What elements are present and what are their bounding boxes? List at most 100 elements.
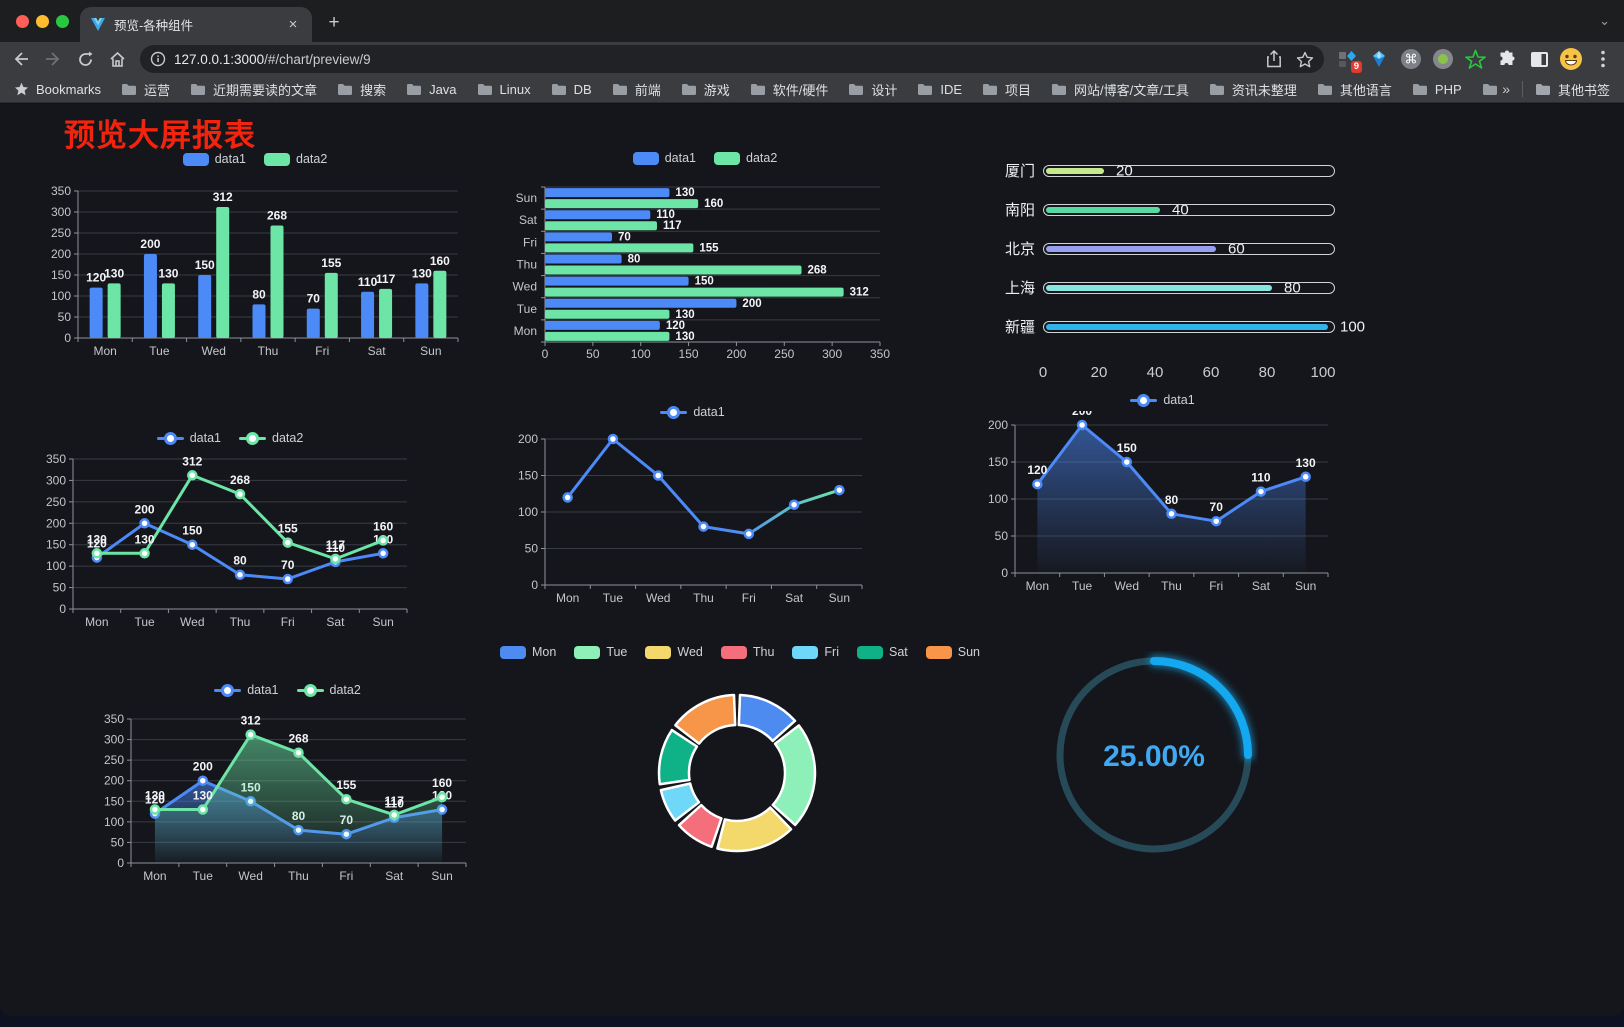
browser-toolbar: 127.0.0.1:3000/#/chart/preview/9 9 ⌘ bbox=[0, 42, 1624, 76]
extension-gem-icon[interactable] bbox=[1364, 45, 1394, 73]
legend-swatch bbox=[645, 645, 672, 659]
bookmark-folder[interactable]: Linux bbox=[477, 82, 531, 97]
legend-item-data2[interactable]: data2 bbox=[264, 152, 327, 166]
legend-swatch bbox=[499, 645, 526, 659]
bookmark-folder[interactable]: 近期需要读的文章 bbox=[190, 80, 317, 99]
svg-text:130: 130 bbox=[675, 187, 694, 199]
bookmark-folder[interactable]: 前端 bbox=[612, 80, 661, 99]
legend-label: Sun bbox=[957, 645, 981, 659]
legend-item-data1[interactable]: data1 bbox=[660, 405, 725, 419]
extension-green-star-icon[interactable] bbox=[1460, 45, 1490, 73]
share-icon[interactable] bbox=[1266, 50, 1282, 68]
svg-text:110: 110 bbox=[1251, 471, 1271, 485]
svg-text:160: 160 bbox=[432, 776, 452, 790]
browser-menu-icon[interactable] bbox=[1588, 45, 1618, 73]
back-button[interactable] bbox=[6, 45, 36, 73]
svg-text:155: 155 bbox=[699, 242, 719, 254]
tab-favicon bbox=[91, 18, 105, 31]
svg-text:0: 0 bbox=[64, 331, 71, 345]
svg-text:0: 0 bbox=[117, 856, 124, 870]
bookmark-folder[interactable]: 文件服务器 bbox=[1482, 80, 1503, 99]
bookmark-folder[interactable]: 搜索 bbox=[337, 80, 386, 99]
window-minimize-button[interactable] bbox=[36, 15, 49, 28]
bookmark-folder[interactable]: 项目 bbox=[982, 80, 1031, 99]
svg-text:150: 150 bbox=[988, 455, 1008, 469]
bookmarks-overflow-chevron[interactable]: » bbox=[1502, 81, 1510, 97]
legend-item-Wed[interactable]: Wed bbox=[645, 645, 703, 659]
legend-label: data2 bbox=[272, 431, 304, 445]
svg-text:Thu: Thu bbox=[1161, 579, 1182, 593]
new-tab-button[interactable]: + bbox=[328, 12, 340, 33]
svg-text:130: 130 bbox=[104, 266, 124, 280]
forward-button[interactable] bbox=[38, 45, 68, 73]
svg-text:Sat: Sat bbox=[368, 344, 387, 358]
bookmark-folder[interactable]: DB bbox=[551, 82, 592, 97]
legend-item-data2[interactable]: data2 bbox=[714, 151, 777, 165]
svg-text:50: 50 bbox=[58, 310, 72, 324]
extensions-puzzle-icon[interactable] bbox=[1492, 45, 1522, 73]
legend-item-Sat[interactable]: Sat bbox=[857, 645, 908, 659]
chart-canvas: 0 50 100 150 200 250 300 350 Mon Tue Wed Thu Fri Sat S… bbox=[104, 712, 467, 883]
extension-green-dot-icon[interactable] bbox=[1428, 45, 1458, 73]
bookmark-folder[interactable]: Java bbox=[406, 82, 457, 97]
svg-text:Wed: Wed bbox=[1115, 579, 1139, 593]
home-button[interactable] bbox=[102, 45, 132, 73]
window-zoom-button[interactable] bbox=[56, 15, 69, 28]
tab-close-icon[interactable]: × bbox=[288, 16, 298, 33]
bookmark-folder[interactable]: 设计 bbox=[848, 80, 897, 99]
legend-item-data1[interactable]: data1 bbox=[182, 152, 246, 166]
legend-item-Sun[interactable]: Sun bbox=[925, 645, 981, 659]
chevron-down-icon[interactable]: ⌄ bbox=[1599, 13, 1610, 28]
extension-command-icon[interactable]: ⌘ bbox=[1396, 45, 1426, 73]
legend-item-Mon[interactable]: Mon bbox=[499, 645, 556, 659]
svg-text:Sat: Sat bbox=[519, 213, 538, 227]
other-bookmarks-folder[interactable]: 其他书签 bbox=[1535, 80, 1610, 99]
browser-tab[interactable]: 预览-各种组件 × bbox=[80, 7, 312, 42]
bookmark-star-icon[interactable] bbox=[1296, 51, 1314, 68]
bookmark-folder[interactable]: 游戏 bbox=[681, 80, 730, 99]
extension-collage-icon[interactable]: 9 bbox=[1332, 45, 1362, 73]
progress-fill bbox=[1046, 284, 1272, 291]
legend-item-Tue[interactable]: Tue bbox=[574, 645, 627, 659]
svg-text:Sat: Sat bbox=[385, 869, 404, 883]
svg-text:250: 250 bbox=[104, 753, 124, 767]
svg-text:Sun: Sun bbox=[1295, 579, 1316, 593]
bookmark-folder[interactable]: 其他语言 bbox=[1317, 80, 1392, 99]
bookmark-label: 软件/硬件 bbox=[772, 82, 829, 98]
bookmark-folder[interactable]: 资讯未整理 bbox=[1209, 80, 1297, 99]
address-bar[interactable]: 127.0.0.1:3000/#/chart/preview/9 bbox=[140, 45, 1324, 73]
svg-text:150: 150 bbox=[195, 258, 215, 272]
svg-text:Sat: Sat bbox=[1252, 579, 1271, 593]
progress-fill bbox=[1046, 245, 1216, 252]
legend-item-data1[interactable]: data1 bbox=[1130, 393, 1195, 407]
bookmark-folder[interactable]: 网站/博客/文章/工具 bbox=[1051, 80, 1189, 99]
progress-value: 20 bbox=[1116, 162, 1133, 179]
bookmark-folder[interactable]: IDE bbox=[917, 82, 962, 97]
svg-text:Wed: Wed bbox=[238, 869, 262, 883]
svg-text:250: 250 bbox=[774, 347, 794, 361]
legend-item-data1[interactable]: data1 bbox=[632, 151, 696, 165]
legend-item-data2[interactable]: data2 bbox=[239, 431, 303, 445]
bookmark-folder[interactable]: 运营 bbox=[121, 80, 170, 99]
bookmark-folder[interactable]: 软件/硬件 bbox=[750, 80, 829, 99]
window-close-button[interactable] bbox=[16, 15, 29, 28]
legend-item-Fri[interactable]: Fri bbox=[792, 645, 839, 659]
svg-text:200: 200 bbox=[988, 418, 1008, 432]
info-icon[interactable] bbox=[150, 51, 166, 67]
page-content: 预览大屏报表 data1 data2 0 50 100 150 200 250 300 350 Mo… bbox=[0, 104, 1624, 1016]
bookmark-folder[interactable]: PHP bbox=[1412, 82, 1462, 97]
progress-row-南阳: 南阳 40 bbox=[985, 190, 1370, 229]
legend-label: data2 bbox=[746, 151, 778, 165]
legend-item-data1[interactable]: data1 bbox=[156, 431, 221, 445]
legend-item-data1[interactable]: data1 bbox=[214, 683, 279, 697]
bookmark-label: 资讯未整理 bbox=[1231, 82, 1297, 98]
side-panel-icon[interactable] bbox=[1524, 45, 1554, 73]
progress-fill bbox=[1046, 323, 1328, 330]
profile-avatar[interactable] bbox=[1556, 45, 1586, 73]
progress-row-北京: 北京 60 bbox=[985, 229, 1370, 268]
other-bookmarks-label: 其他书签 bbox=[1557, 82, 1610, 98]
reload-button[interactable] bbox=[70, 45, 100, 73]
legend-item-Thu[interactable]: Thu bbox=[720, 645, 774, 659]
bookmarks-manager-item[interactable]: Bookmarks bbox=[14, 82, 101, 97]
legend-item-data2[interactable]: data2 bbox=[296, 683, 361, 697]
